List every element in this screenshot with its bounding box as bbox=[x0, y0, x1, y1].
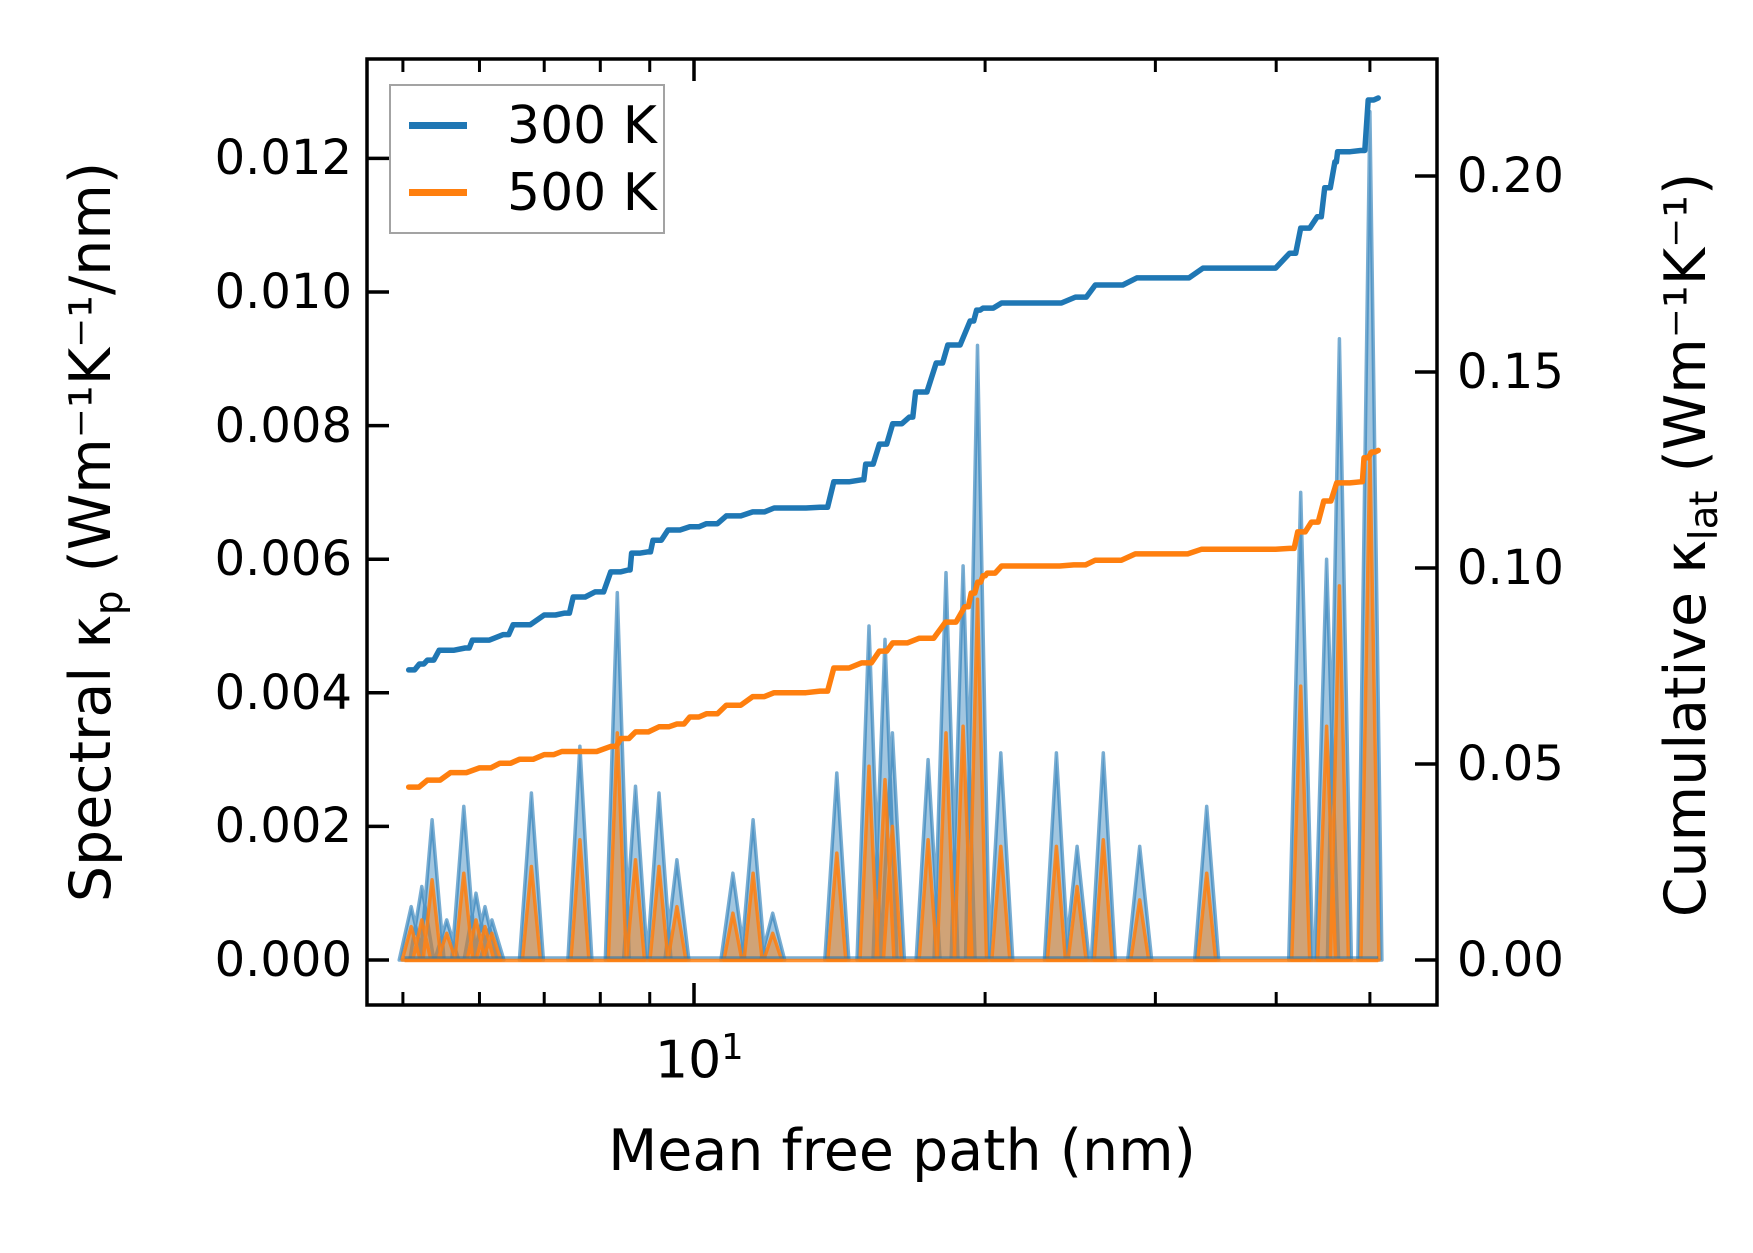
y-right-tick-label: 0.00 bbox=[1457, 932, 1564, 988]
x-axis-label: Mean free path (nm) bbox=[608, 1118, 1196, 1184]
legend: 300 K 500 K bbox=[389, 84, 665, 234]
y-left-axis-label: Spectral κp (Wm⁻¹K⁻¹/nm) bbox=[57, 161, 133, 903]
y-right-axis-label: Cumulative κlat (Wm⁻¹K⁻¹) bbox=[1652, 172, 1728, 918]
y-left-tick-label: 0.002 bbox=[214, 798, 352, 855]
y-left-tick-label: 0.008 bbox=[214, 397, 352, 454]
y-left-tick-label: 0.010 bbox=[214, 264, 352, 320]
y-left-tick-label: 0.012 bbox=[214, 130, 352, 187]
legend-item-500K: 500 K bbox=[391, 167, 663, 219]
y-left-tick-label: 0.004 bbox=[214, 664, 352, 721]
legend-swatch-500K-icon bbox=[409, 189, 467, 196]
y-right-tick-label: 0.10 bbox=[1457, 540, 1564, 596]
y-left-tick-label: 0.006 bbox=[214, 531, 352, 588]
y-right-tick-label: 0.05 bbox=[1457, 736, 1564, 792]
y-right-tick-label: 0.15 bbox=[1457, 344, 1564, 400]
legend-item-300K: 300 K bbox=[391, 100, 663, 152]
legend-label-500K: 500 K bbox=[507, 162, 657, 223]
y-left-tick-label: 0.000 bbox=[214, 932, 352, 988]
legend-label-300K: 300 K bbox=[507, 95, 657, 156]
x-tick-label-10: 101 bbox=[655, 1027, 744, 1091]
y-right-tick-label: 0.20 bbox=[1457, 148, 1564, 204]
legend-swatch-300K-icon bbox=[409, 122, 467, 129]
